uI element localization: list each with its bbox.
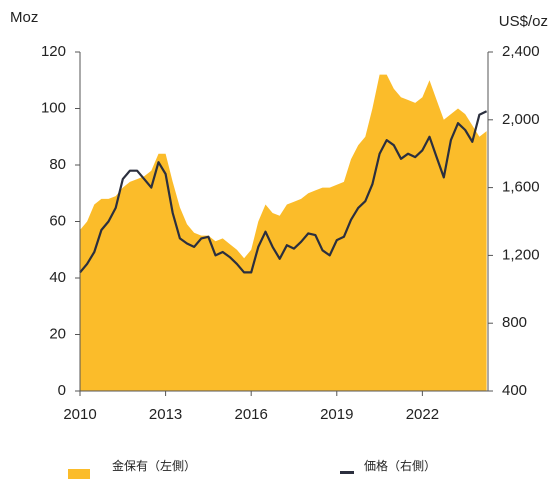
x-tick-label: 2022 xyxy=(406,406,439,423)
y2-tick-label: 800 xyxy=(502,314,527,331)
holdings-area xyxy=(80,74,487,391)
y-tick-label: 120 xyxy=(41,43,66,60)
y2-tick-label: 400 xyxy=(502,382,527,399)
legend-swatch xyxy=(340,471,354,474)
x-tick-label: 2019 xyxy=(320,406,353,423)
y-axis-title: Moz xyxy=(10,9,38,26)
y-tick-label: 0 xyxy=(58,382,66,399)
y2-tick-label: 2,000 xyxy=(502,111,540,128)
x-tick-label: 2016 xyxy=(235,406,268,423)
y-tick-label: 100 xyxy=(41,99,66,116)
y-tick-label: 40 xyxy=(49,269,66,286)
y-tick-label: 80 xyxy=(49,156,66,173)
price-line xyxy=(79,110,488,274)
x-tick-label: 2010 xyxy=(63,406,96,423)
y2-axis-title: US$/oz xyxy=(499,13,548,30)
y-tick-label: 60 xyxy=(49,212,66,229)
y2-tick-label: 1,600 xyxy=(502,179,540,196)
y-tick-label: 20 xyxy=(49,325,66,342)
legend-swatch xyxy=(68,469,90,479)
legend-label: 価格（右側） xyxy=(364,458,436,473)
x-tick-label: 2013 xyxy=(149,406,182,423)
y2-tick-label: 2,400 xyxy=(502,43,540,60)
legend-label: 金保有（左側） xyxy=(112,458,196,473)
y2-tick-label: 1,200 xyxy=(502,246,540,263)
